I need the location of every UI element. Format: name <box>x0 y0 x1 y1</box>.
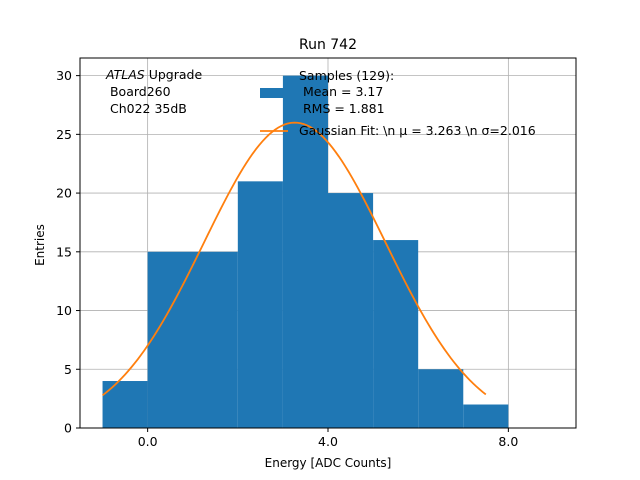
chart-title: Run 742 <box>299 37 357 53</box>
x-axis-label: Energy [ADC Counts] <box>265 456 392 470</box>
x-tick-label: 8.0 <box>498 434 518 449</box>
x-tick-label: 0.0 <box>138 434 158 449</box>
y-tick-label: 20 <box>56 186 72 201</box>
histogram-bar <box>328 193 374 428</box>
histogram-bar <box>147 251 238 428</box>
y-tick-label: 15 <box>56 244 72 259</box>
y-tick-label: 5 <box>64 362 72 377</box>
histogram-bars <box>102 75 509 428</box>
y-tick-label: 30 <box>56 68 72 83</box>
y-axis-label: Entries <box>33 224 47 266</box>
legend-hist-line-3: RMS = 1.881 <box>299 101 385 116</box>
histogram-bar <box>237 181 283 428</box>
gaussian-fit-curve <box>101 121 487 397</box>
legend-fit-label: Gaussian Fit: \n μ = 3.263 \n σ=2.016 <box>299 123 536 138</box>
legend-hist-line-2: Mean = 3.17 <box>299 84 383 99</box>
y-tick-label: 25 <box>56 127 72 142</box>
histogram-bar <box>463 404 509 428</box>
y-tick-label: 0 <box>64 421 72 436</box>
histogram-bar <box>102 381 148 428</box>
svg-text:ATLAS Upgrade: ATLAS Upgrade <box>105 67 202 82</box>
x-tick-label: 4.0 <box>318 434 338 449</box>
annotation-line-1: Upgrade <box>145 67 203 82</box>
annotation-line-3: Ch022 35dB <box>106 101 187 116</box>
axis-ticks: 0.0 4.0 8.0 0 5 10 15 20 25 30 <box>56 68 518 449</box>
legend-hist-swatch <box>260 88 288 98</box>
y-tick-label: 10 <box>56 303 72 318</box>
atlas-annotation: ATLAS Upgrade Board260 Ch022 35dB <box>105 67 202 116</box>
histogram-bar <box>418 369 464 428</box>
annotation-line-2: Board260 <box>106 84 171 99</box>
legend: Samples (129): Mean = 3.17 RMS = 1.881 G… <box>260 68 536 138</box>
histogram-bar <box>373 240 419 428</box>
legend-hist-line-1: Samples (129): <box>299 68 394 83</box>
atlas-label: ATLAS <box>105 67 145 82</box>
